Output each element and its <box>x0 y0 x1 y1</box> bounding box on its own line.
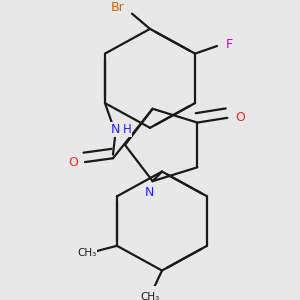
Text: CH₃: CH₃ <box>77 248 97 258</box>
Text: Br: Br <box>111 2 125 14</box>
Text: H: H <box>123 123 131 136</box>
Text: O: O <box>236 111 245 124</box>
Text: O: O <box>68 156 78 169</box>
Text: F: F <box>226 38 232 51</box>
Text: N: N <box>110 123 120 136</box>
Text: N: N <box>145 186 154 199</box>
Text: CH₃: CH₃ <box>140 292 160 300</box>
